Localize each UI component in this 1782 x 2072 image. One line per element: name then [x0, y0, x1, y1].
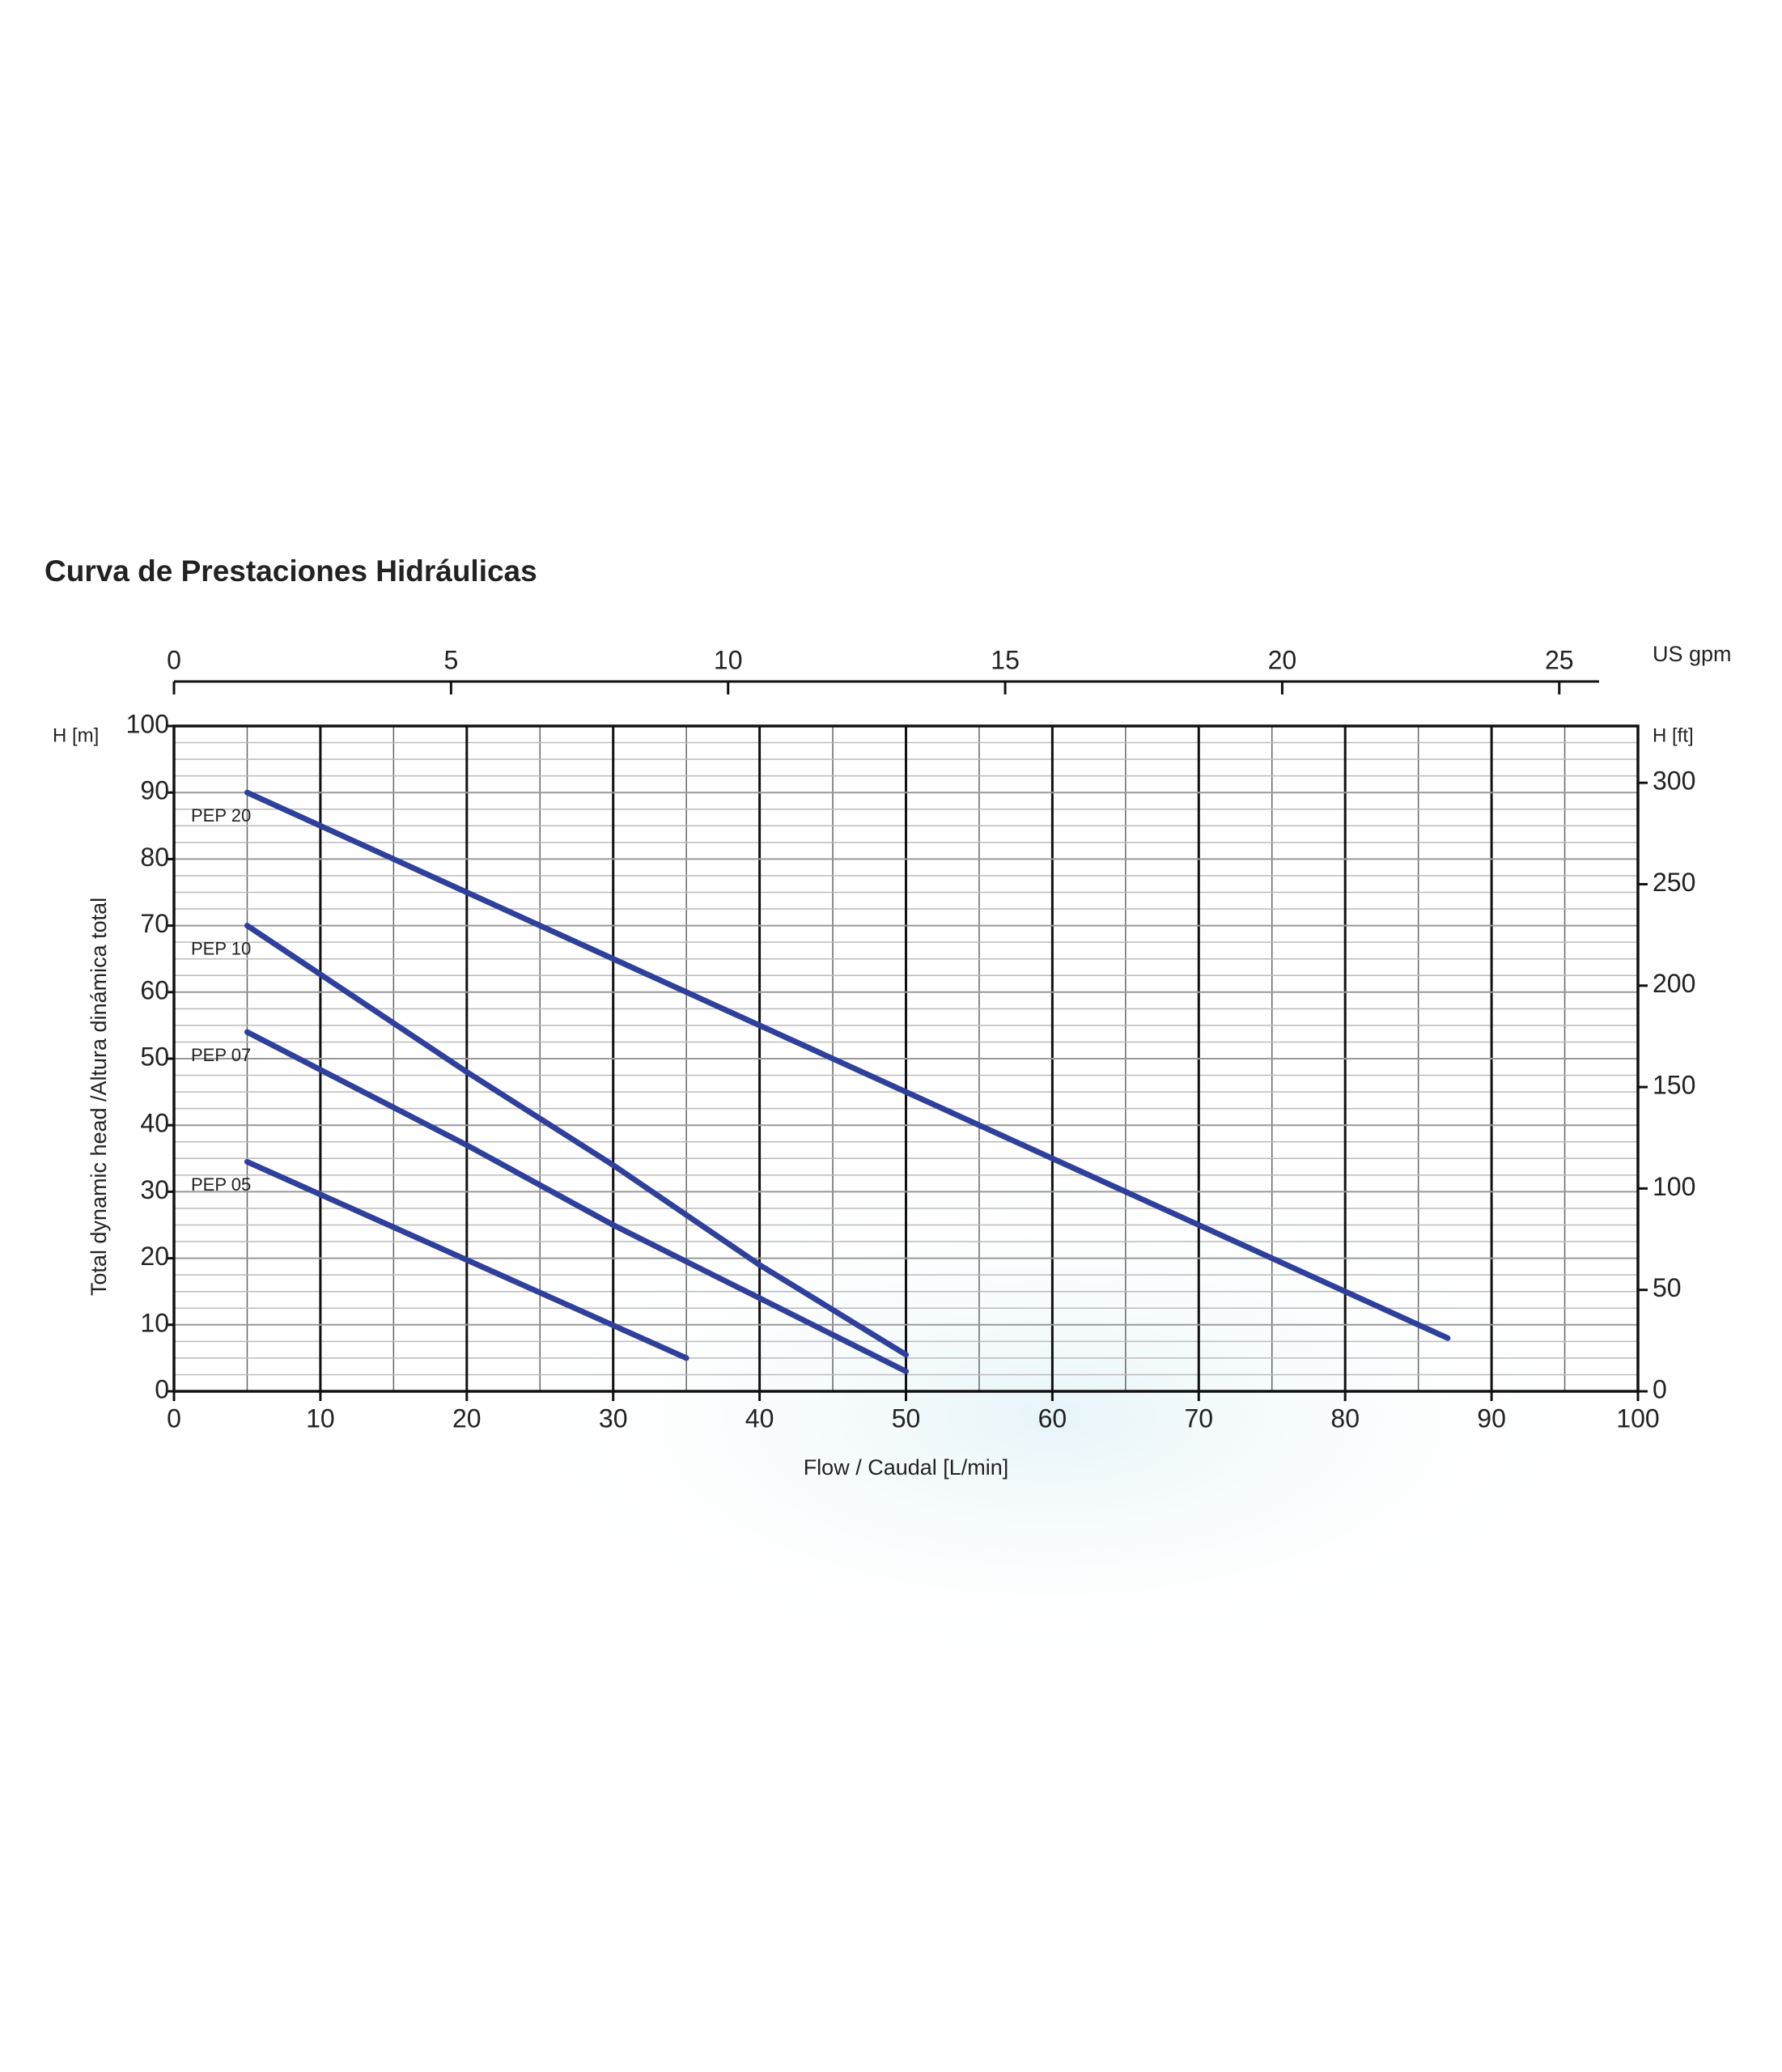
x-tick-label: 50 [892, 1403, 921, 1433]
series-label: PEP 10 [191, 938, 251, 958]
x2-tick-label: 25 [1545, 645, 1574, 674]
y2-tick-label: 200 [1653, 969, 1695, 998]
y-tick-label: 30 [140, 1175, 169, 1204]
y2-tick-label: 250 [1653, 868, 1695, 897]
x2-tick-label: 10 [714, 645, 743, 674]
x-tick-label: 80 [1330, 1403, 1360, 1433]
x-tick-label: 30 [599, 1403, 628, 1433]
y-tick-label: 0 [155, 1374, 169, 1403]
y-axis-label: Total dynamic head /Altura dinámica tota… [87, 898, 111, 1296]
series-line [244, 1158, 689, 1361]
y2-tick-label: 150 [1653, 1071, 1695, 1100]
series-line [244, 923, 909, 1358]
y-tick-label: 80 [140, 843, 169, 872]
x-tick-label: 100 [1616, 1403, 1659, 1433]
y-tick-label: 20 [140, 1242, 169, 1271]
x-axis-label: Flow / Caudal [L/min] [804, 1455, 1009, 1480]
x-tick-label: 70 [1185, 1403, 1214, 1433]
x2-tick-label: 5 [443, 645, 458, 674]
x-tick-label: 0 [167, 1403, 181, 1433]
x-tick-label: 20 [452, 1403, 482, 1433]
series-label: PEP 05 [191, 1174, 251, 1195]
y2-tick-label: 300 [1653, 766, 1695, 796]
y2-tick-label: 100 [1653, 1172, 1695, 1201]
plot-frame [172, 724, 1640, 1393]
x-tick-label: 10 [306, 1403, 335, 1433]
y-tick-label: 10 [140, 1308, 169, 1337]
series-label: PEP 07 [191, 1045, 251, 1065]
y-tick-label: 40 [140, 1109, 169, 1138]
y-tick-label: 90 [140, 776, 169, 805]
series-label: PEP 20 [191, 805, 251, 826]
y-tick-label: 100 [126, 709, 169, 738]
x-tick-label: 90 [1477, 1403, 1506, 1433]
x2-tick-label: 15 [991, 645, 1020, 674]
x-tick-label: 60 [1038, 1403, 1067, 1433]
y-unit-label: H [m] [53, 724, 99, 746]
y-tick-label: 60 [140, 975, 169, 1004]
x2-label: US gpm [1653, 642, 1732, 666]
x2-tick-label: 20 [1268, 645, 1297, 674]
series-line [244, 789, 1451, 1341]
y2-tick-label: 0 [1653, 1374, 1667, 1403]
y-tick-label: 50 [140, 1042, 169, 1071]
x2-tick-label: 0 [167, 645, 181, 674]
chart-title: Curva de Prestaciones Hidráulicas [45, 554, 537, 588]
y2-label: H [ft] [1653, 724, 1694, 746]
y2-tick-label: 50 [1653, 1273, 1682, 1302]
x-tick-label: 40 [745, 1403, 774, 1433]
series-line [244, 1029, 909, 1374]
y-tick-label: 70 [140, 909, 169, 938]
